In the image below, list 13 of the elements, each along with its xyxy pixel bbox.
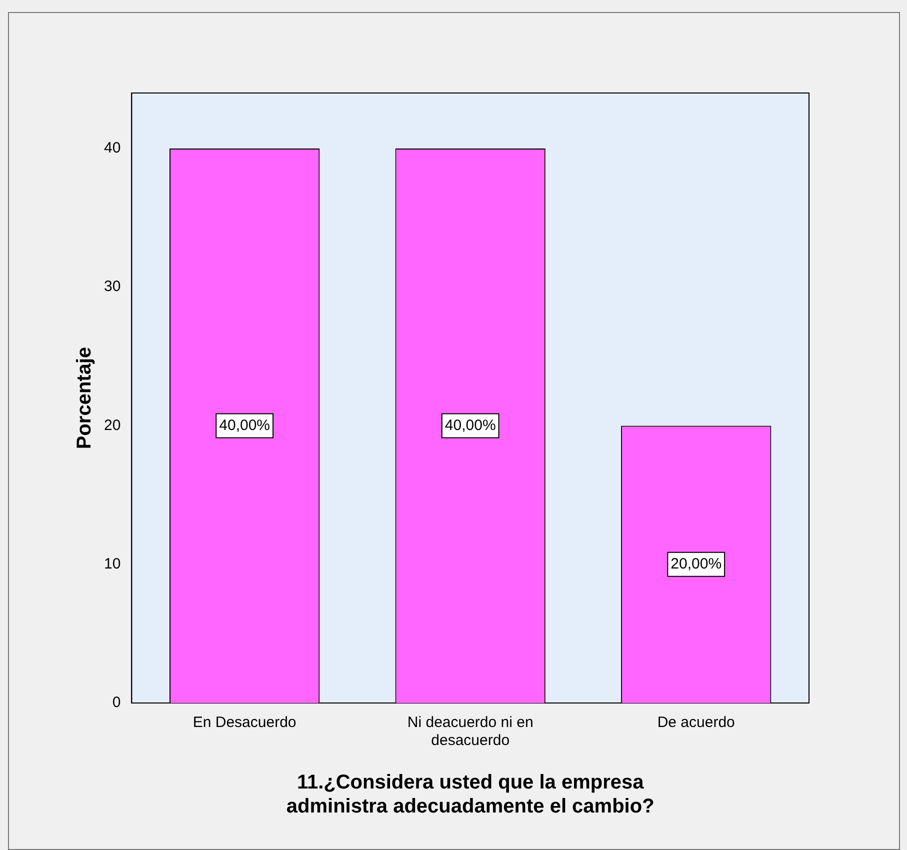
data-label: 40,00%: [444, 416, 496, 434]
x-tick-label: De acuerdo: [657, 714, 735, 732]
y-tick-label: 40: [104, 140, 121, 157]
x-axis-title: 11.¿Considera usted que la empresa administra adecuadamente el cambio?: [286, 772, 654, 818]
y-tick-label: 10: [104, 556, 121, 573]
y-axis-title: Porcentaje: [74, 346, 96, 450]
data-label: 40,00%: [219, 416, 270, 434]
data-label: 20,00%: [670, 556, 722, 573]
x-tick-label: En Desacuerdo: [192, 714, 296, 732]
y-tick-label: 0: [112, 694, 121, 712]
y-tick-label: 30: [104, 278, 121, 296]
x-tick-label: Ni deacuerdo ni en desacuerdo: [407, 714, 534, 750]
y-tick-label: 20: [104, 416, 121, 434]
